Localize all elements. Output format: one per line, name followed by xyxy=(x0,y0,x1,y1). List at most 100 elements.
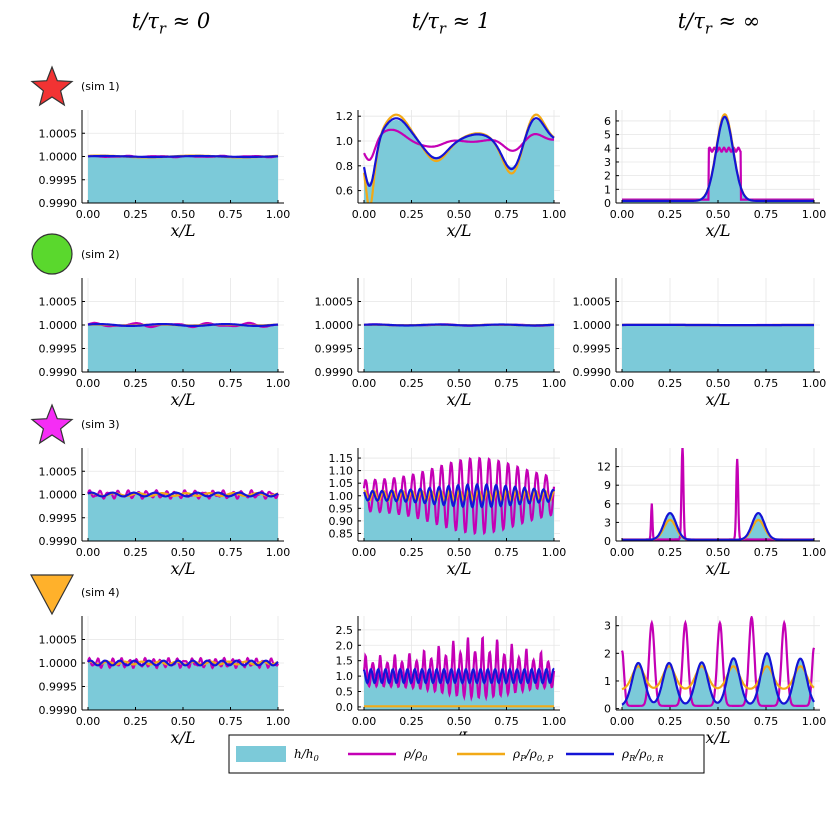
row-label-2: (sim 2) xyxy=(81,248,120,261)
y-tick-label: 1.0 xyxy=(336,135,354,148)
y-tick-label: 0.9995 xyxy=(39,681,78,694)
y-tick-label: 1.0000 xyxy=(39,657,78,670)
x-tick-label: 0.75 xyxy=(218,208,243,221)
row-label-3: (sim 3) xyxy=(81,418,120,431)
column-title-1: t/τr ≈ 0 xyxy=(132,9,210,37)
x-tick-label: 1.00 xyxy=(802,715,827,728)
panel-s3c0: 0.00 0.25 0.50 0.75 1.00 0.9990 0.9995 1.0000 1.… xyxy=(39,448,291,578)
column-title-2: t/τr ≈ 1 xyxy=(412,9,490,37)
x-tick-label: 1.00 xyxy=(542,546,567,559)
x-tick-label: 0.00 xyxy=(352,208,377,221)
x-tick-label: 1.00 xyxy=(802,208,827,221)
x-tick-label: 0.25 xyxy=(658,546,683,559)
area-h xyxy=(88,156,278,203)
x-tick-label: 1.00 xyxy=(266,377,291,390)
y-tick-label: 0.9990 xyxy=(39,704,78,717)
x-tick-label: 0.25 xyxy=(123,715,148,728)
x-tick-label: 0.00 xyxy=(76,546,101,559)
line-rhoR xyxy=(621,652,815,706)
x-tick-label: 0.00 xyxy=(610,715,635,728)
legend-label-rho: ρ/ρ0 xyxy=(403,747,428,763)
x-tick-label: 1.00 xyxy=(802,377,827,390)
area-h xyxy=(88,661,278,710)
y-tick-label: 1 xyxy=(604,183,611,196)
y-tick-label: 3 xyxy=(604,620,611,633)
x-axis-label: x/L xyxy=(446,221,471,240)
y-tick-label: 0.95 xyxy=(329,502,354,515)
line-rho xyxy=(622,146,814,201)
x-tick-label: 0.75 xyxy=(494,377,519,390)
row-marker-3 xyxy=(30,403,74,445)
x-tick-label: 0.25 xyxy=(123,208,148,221)
x-tick-label: 0.00 xyxy=(76,377,101,390)
y-tick-label: 5 xyxy=(604,129,611,142)
y-tick-label: 4 xyxy=(604,142,611,155)
x-tick-label: 0.75 xyxy=(494,546,519,559)
x-tick-label: 0.50 xyxy=(447,546,472,559)
y-tick-label: 1.0005 xyxy=(39,127,78,140)
x-axis-label: x/L xyxy=(705,390,730,409)
x-tick-label: 0.75 xyxy=(218,715,243,728)
x-axis-label: x/L xyxy=(705,221,730,240)
x-tick-label: 0.50 xyxy=(706,715,731,728)
panel-s4c1: 0.000.250.500.751.000.00.51.01.52.02.5x/… xyxy=(336,616,567,747)
x-tick-label: 0.25 xyxy=(658,377,683,390)
panel-s2c2: 0.00 0.25 0.50 0.75 1.00 0.9990 0.9995 1.0000 1.… xyxy=(573,278,827,409)
x-tick-label: 1.00 xyxy=(266,715,291,728)
x-tick-label: 0.50 xyxy=(447,208,472,221)
y-tick-label: 1.0005 xyxy=(39,465,78,478)
y-tick-label: 1.0000 xyxy=(573,319,612,332)
y-tick-label: 1.0005 xyxy=(39,634,78,647)
x-tick-label: 0.75 xyxy=(494,208,519,221)
y-tick-label: 1.0000 xyxy=(315,319,354,332)
x-tick-label: 0.75 xyxy=(494,715,519,728)
area-h xyxy=(88,493,278,541)
x-tick-label: 0.50 xyxy=(171,377,196,390)
panel-s3c2: 0.00 0.25 0.50 0.75 1.00 0 3 6 9 12 x/L xyxy=(597,448,826,578)
y-tick-label: 2 xyxy=(604,170,611,183)
y-tick-label: 1.0005 xyxy=(573,296,612,309)
y-tick-label: 0.9990 xyxy=(39,197,78,210)
line-rho xyxy=(362,456,556,536)
legend: h/h0 ρ/ρ0 ρP/ρ0, P ρR/ρ0, R xyxy=(228,734,705,774)
x-tick-label: 1.00 xyxy=(542,377,567,390)
y-tick-label: 0 xyxy=(604,535,611,548)
x-axis-label: x/L xyxy=(170,728,195,747)
x-tick-label: 0.50 xyxy=(706,377,731,390)
y-tick-label: 0.9990 xyxy=(39,535,78,548)
y-tick-label: 1.0005 xyxy=(315,296,354,309)
y-tick-label: 0.0 xyxy=(336,701,354,714)
panel-s4c0: 0.00 0.25 0.50 0.75 1.00 0.9990 0.9995 1.0000 1.… xyxy=(39,616,291,747)
x-tick-label: 0.50 xyxy=(447,715,472,728)
x-tick-label: 0.50 xyxy=(171,546,196,559)
x-tick-label: 0.00 xyxy=(610,208,635,221)
x-tick-label: 0.50 xyxy=(171,715,196,728)
y-tick-label: 0.9990 xyxy=(573,366,612,379)
panel-s2c0: 0.00 0.25 0.50 0.75 1.00 0.9990 0.9995 1.0000 1.… xyxy=(39,278,291,409)
x-axis-label: x/L xyxy=(446,559,471,578)
x-tick-label: 0.25 xyxy=(123,546,148,559)
x-tick-label: 0.00 xyxy=(610,546,635,559)
x-axis-label: x/L xyxy=(170,559,195,578)
legend-item-rhoR: ρR/ρ0, R xyxy=(566,747,663,763)
y-tick-label: 1.05 xyxy=(329,477,354,490)
y-tick-label: 3 xyxy=(604,156,611,169)
x-tick-label: 0.25 xyxy=(399,208,424,221)
y-tick-label: 1.0005 xyxy=(39,296,78,309)
x-tick-label: 0.75 xyxy=(754,546,779,559)
row-marker-2 xyxy=(31,233,73,275)
y-tick-label: 1.0 xyxy=(336,670,354,683)
legend-label-h: h/h0 xyxy=(294,747,320,763)
y-tick-label: 0 xyxy=(604,703,611,716)
y-tick-label: 6 xyxy=(604,115,611,128)
area-h xyxy=(364,324,554,372)
x-tick-label: 1.00 xyxy=(542,715,567,728)
y-tick-label: 1.00 xyxy=(329,490,354,503)
y-tick-label: 1.0000 xyxy=(39,319,78,332)
y-tick-label: 0.9990 xyxy=(39,366,78,379)
x-tick-label: 1.00 xyxy=(266,546,291,559)
x-tick-label: 0.00 xyxy=(352,377,377,390)
y-tick-label: 1.5 xyxy=(336,655,354,668)
